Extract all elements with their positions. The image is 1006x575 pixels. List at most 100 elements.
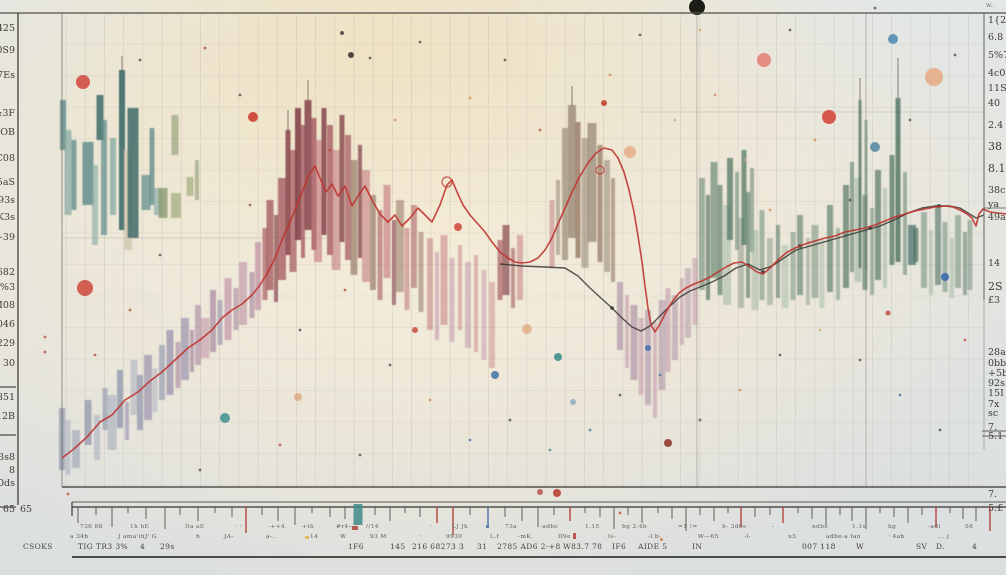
panel-text-token: =1 != — [678, 524, 698, 530]
panel-text-token: 1h hE — [130, 524, 149, 530]
panel-text-token: W — [340, 534, 346, 540]
scatter-dot — [522, 324, 532, 334]
panel-text-token: 93 M — [370, 534, 387, 540]
panel-text-token: -++4. — [268, 524, 287, 530]
scatter-dot — [941, 273, 949, 281]
candlestick-bar — [706, 195, 710, 300]
panel-text-token: -mK. — [518, 534, 533, 540]
scatter-dot — [491, 371, 499, 379]
candlestick-bar — [950, 238, 954, 298]
candlestick-bar — [738, 218, 744, 308]
panel-text-token: · 4ab — [888, 534, 905, 540]
candlestick-bar — [811, 225, 819, 298]
bar-wicks-layer — [121, 56, 899, 132]
left-axis-label: 0ds — [0, 478, 15, 489]
candlestick-bar — [377, 210, 383, 300]
panel-small-mark — [352, 526, 358, 530]
candlestick-bar — [127, 108, 139, 238]
candlestick-bar — [295, 108, 301, 240]
candlestick-bar — [903, 172, 907, 275]
candlestick-bar — [723, 205, 731, 305]
candlestick-bar — [836, 228, 840, 300]
panel-text-token: -l- — [744, 534, 751, 540]
panel-small-mark — [660, 538, 663, 541]
scatter-dot — [624, 146, 636, 158]
panel-text-token: AIDE 5 — [637, 542, 667, 551]
candlestick-bar — [117, 370, 123, 428]
right-axis-label: 38c — [988, 185, 1005, 196]
scatter-dot — [925, 68, 943, 86]
candlestick-bar — [908, 225, 916, 265]
candlestick-bar — [107, 395, 117, 450]
panel-text-token: 007 118 — [802, 542, 836, 551]
panel-text-token: JA- — [223, 534, 234, 540]
candlestick-bar — [166, 330, 174, 395]
candlestick-bar — [186, 177, 194, 196]
scatter-dot — [348, 52, 354, 58]
paint-speck — [953, 53, 957, 57]
paint-speck — [43, 335, 47, 339]
paint-speck — [658, 373, 662, 377]
candlestick-bar — [717, 185, 723, 295]
candlestick-bar — [759, 210, 765, 300]
paint-speck — [418, 40, 422, 44]
panel-text-token: 29s — [160, 542, 175, 551]
plot-borders-layer — [0, 12, 1006, 505]
trend-loop — [595, 165, 605, 175]
candlestick-bar — [152, 368, 158, 412]
left-axis-label: 682 — [0, 267, 15, 278]
candlestick-bar — [370, 195, 376, 290]
candlestick-bar — [481, 270, 487, 360]
panel-text-token: · — [430, 524, 432, 530]
panel-text-token: #r4— — [336, 524, 355, 530]
paint-speck — [538, 128, 542, 132]
right-axis-label: 7. — [988, 489, 997, 500]
candlestick-bar — [195, 160, 199, 200]
right-axis-label: 2.4 — [988, 120, 1003, 131]
paint-speck — [393, 118, 397, 122]
panel-text-token: -adl — [928, 524, 941, 530]
paint-speck — [468, 96, 472, 100]
paint-speck — [358, 453, 362, 457]
candlestick-bar — [549, 200, 555, 268]
paint-speck — [618, 393, 622, 397]
candlestick-bar — [362, 170, 370, 282]
candlestick-bar — [125, 402, 129, 440]
right-axis-label: 92s — [988, 378, 1005, 389]
candlestick-bar — [233, 288, 239, 330]
left-axis-label: 0OB — [0, 127, 15, 138]
scatter-dot — [870, 142, 880, 152]
candlestick-bar — [358, 145, 362, 258]
right-axis-label: 7x — [988, 399, 1000, 410]
candlestick-bar — [680, 278, 684, 345]
left-axis-label: 425 — [0, 23, 15, 34]
panel-text-token: 78 — [592, 542, 602, 551]
panel-text-token: hg — [888, 524, 896, 530]
candlestick-bar — [870, 208, 874, 295]
teal-marker — [353, 504, 363, 525]
panel-text-token: W83.7 — [563, 542, 589, 551]
paint-speck — [508, 418, 512, 422]
candlestick-bar — [274, 215, 278, 302]
candlestick-bar — [502, 225, 510, 295]
candlestick-bar — [568, 105, 576, 238]
candlestick-bar — [819, 240, 825, 308]
paint-speck — [428, 398, 432, 402]
left-axis-label: 65 — [3, 504, 15, 515]
panel-text-token: -adbe — [540, 524, 558, 530]
scatter-dot — [340, 31, 344, 35]
panel-text-token: ndbe — [812, 524, 828, 530]
right-axis-label: 40 — [988, 98, 1000, 109]
paint-speck — [343, 288, 347, 292]
paint-speck — [238, 93, 242, 97]
scatter-dot — [689, 0, 705, 15]
candlestick-bar — [200, 318, 210, 358]
candlestick-bar — [96, 95, 104, 140]
panel-text-token: D. — [936, 542, 945, 551]
candlestick-bar — [154, 188, 162, 215]
panel-text-token: 1F6 — [348, 542, 364, 551]
candlestick-bar — [967, 220, 973, 290]
candlestick-bar — [781, 245, 789, 308]
trend-loop — [441, 176, 453, 188]
candlestick-bar — [658, 300, 666, 390]
